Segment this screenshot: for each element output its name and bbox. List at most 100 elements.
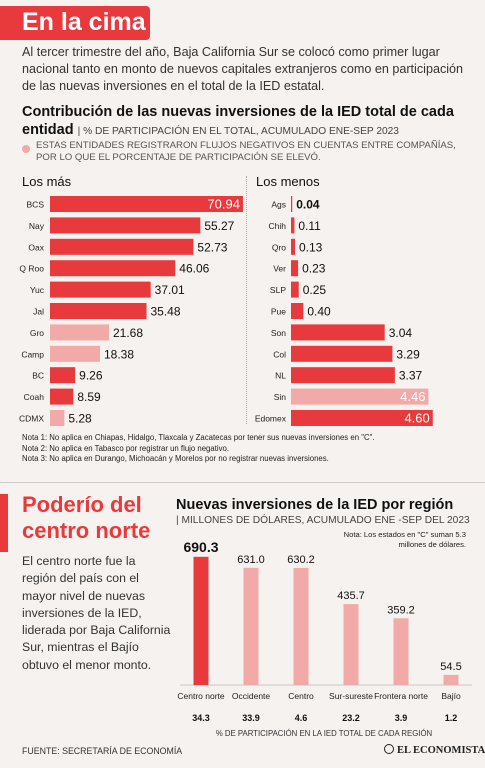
bar [293, 567, 309, 685]
category-label: Coah [24, 392, 45, 402]
value-label: 8.59 [77, 390, 101, 404]
category-label: CDMX [19, 414, 44, 424]
bar [291, 410, 433, 426]
value-label: 4.60 [404, 411, 429, 426]
brand-icon [384, 744, 394, 754]
category-label: Qro [272, 242, 286, 252]
section3-note: Nota: Los estados en "C" suman 5.3 millo… [343, 530, 466, 549]
value-label: 0.23 [302, 262, 326, 276]
bar [243, 567, 259, 685]
category-label: Edomex [255, 414, 287, 424]
notes-block: Nota 1: No aplica en Chiapas, Hidalgo, T… [22, 433, 472, 465]
category-label: Ver [273, 264, 286, 274]
note-2: Nota 2: No aplica en Tabasco por registr… [22, 443, 230, 453]
category-label: Pue [271, 307, 286, 317]
value-label: 5.28 [68, 412, 92, 426]
value-label: 0.04 [296, 198, 320, 212]
category-label: Col [273, 349, 286, 359]
value-label: 435.7 [337, 590, 365, 602]
section2-body: El centro norte fue la región del país c… [22, 554, 171, 672]
bar [50, 281, 151, 298]
section-separator [0, 482, 485, 483]
value-label: 359.2 [387, 604, 415, 616]
value-label: 37.01 [155, 283, 185, 297]
header-title: En la cima [22, 8, 146, 36]
bar [50, 303, 147, 319]
category-label: Jal [33, 307, 44, 317]
value-label: 690.3 [183, 539, 218, 555]
bar [291, 196, 293, 212]
participation-label: 23.2 [342, 713, 360, 723]
bar [343, 604, 359, 685]
category-label: BC [32, 371, 44, 381]
value-label: 3.37 [399, 369, 423, 383]
section3-subtitle: | MILLONES DE DÓLARES, ACUMULADO ENE -SE… [176, 515, 470, 526]
value-label: 54.5 [440, 661, 461, 673]
value-label: 631.0 [237, 554, 265, 566]
section1-title: Contribución de las nuevas inversiones d… [22, 103, 472, 141]
value-label: 35.48 [151, 305, 181, 319]
source-text: FUENTE: SECRETARÍA DE ECONOMÍA [22, 746, 183, 756]
value-label: 3.29 [396, 347, 420, 361]
category-label: Oax [28, 242, 44, 252]
value-label: 0.40 [307, 305, 331, 319]
bar [291, 388, 429, 405]
bar [50, 260, 176, 277]
bar [50, 196, 243, 212]
participation-label: 34.3 [192, 713, 210, 723]
chart-los-menos: Ags 0.04 Chih 0.11 Qro 0.13 Ver 0.23 SLP 0.25 Pue 0… [255, 196, 433, 426]
category-label: Frontera norte [374, 691, 428, 701]
value-label: 0.25 [303, 283, 327, 297]
bar [393, 618, 409, 685]
participation-axis-note: % DE PARTICIPACIÓN EN LA IED TOTAL DE CA… [215, 729, 433, 738]
chart-regions: 690.3 Centro norte 34.3 631.0 Occidente 33.9 6… [177, 539, 472, 723]
bar [193, 556, 209, 685]
brand-logo: EL ECONOMISTA [384, 744, 485, 756]
value-label: 18.38 [104, 347, 134, 361]
bar [50, 367, 76, 384]
category-label: Centro norte [177, 691, 225, 701]
category-label: Son [271, 328, 286, 338]
bar [50, 217, 201, 234]
category-label: Bajío [441, 691, 461, 701]
right-column-title: Los menos [256, 174, 320, 189]
section3-title: Nuevas inversiones de la IED por región [176, 497, 454, 513]
participation-label: 33.9 [242, 713, 260, 723]
category-label: Chih [269, 221, 287, 231]
value-label: 4.46 [400, 389, 425, 404]
intro-paragraph: Al tercer trimestre del año, Baja Califo… [22, 45, 464, 93]
bar [50, 345, 100, 362]
category-label: Centro [288, 691, 314, 701]
value-label: 70.94 [207, 197, 240, 212]
bar [291, 367, 395, 384]
bar [291, 345, 393, 362]
category-label: Camp [21, 349, 44, 359]
bar [291, 281, 299, 298]
section2-accent-bar [0, 494, 8, 552]
bar [443, 674, 459, 685]
value-label: 0.11 [298, 219, 321, 233]
category-label: Nay [29, 221, 45, 231]
bar [50, 238, 194, 255]
bar [291, 238, 296, 255]
value-label: 46.06 [179, 262, 209, 276]
category-label: NL [275, 371, 286, 381]
category-label: Q Roo [19, 264, 44, 274]
category-label: Sin [274, 392, 287, 402]
header-banner: En la cima [0, 6, 150, 40]
participation-label: 4.6 [295, 713, 308, 723]
chart-los-mas: BCS 70.94 Nay 55.27 Oax 52.73 Q Roo 46.06 Yuc 37.… [19, 196, 243, 426]
category-label: Gro [30, 328, 44, 338]
value-label: 3.04 [389, 326, 413, 340]
bar [291, 217, 295, 234]
category-label: Occidente [232, 691, 271, 701]
section1-title-text: Contribución de las nuevas inversiones d… [22, 104, 454, 138]
note-3: Nota 3: No aplica en Durango, Michoacán … [22, 454, 329, 463]
bar [50, 324, 109, 341]
value-label: 630.2 [287, 554, 315, 566]
section1-subtitle: | % DE PARTICIPACIÓN EN EL TOTAL, ACUMUL… [77, 126, 399, 137]
column-divider [246, 176, 247, 424]
left-column-title: Los más [22, 174, 72, 189]
value-label: 0.13 [299, 240, 323, 254]
